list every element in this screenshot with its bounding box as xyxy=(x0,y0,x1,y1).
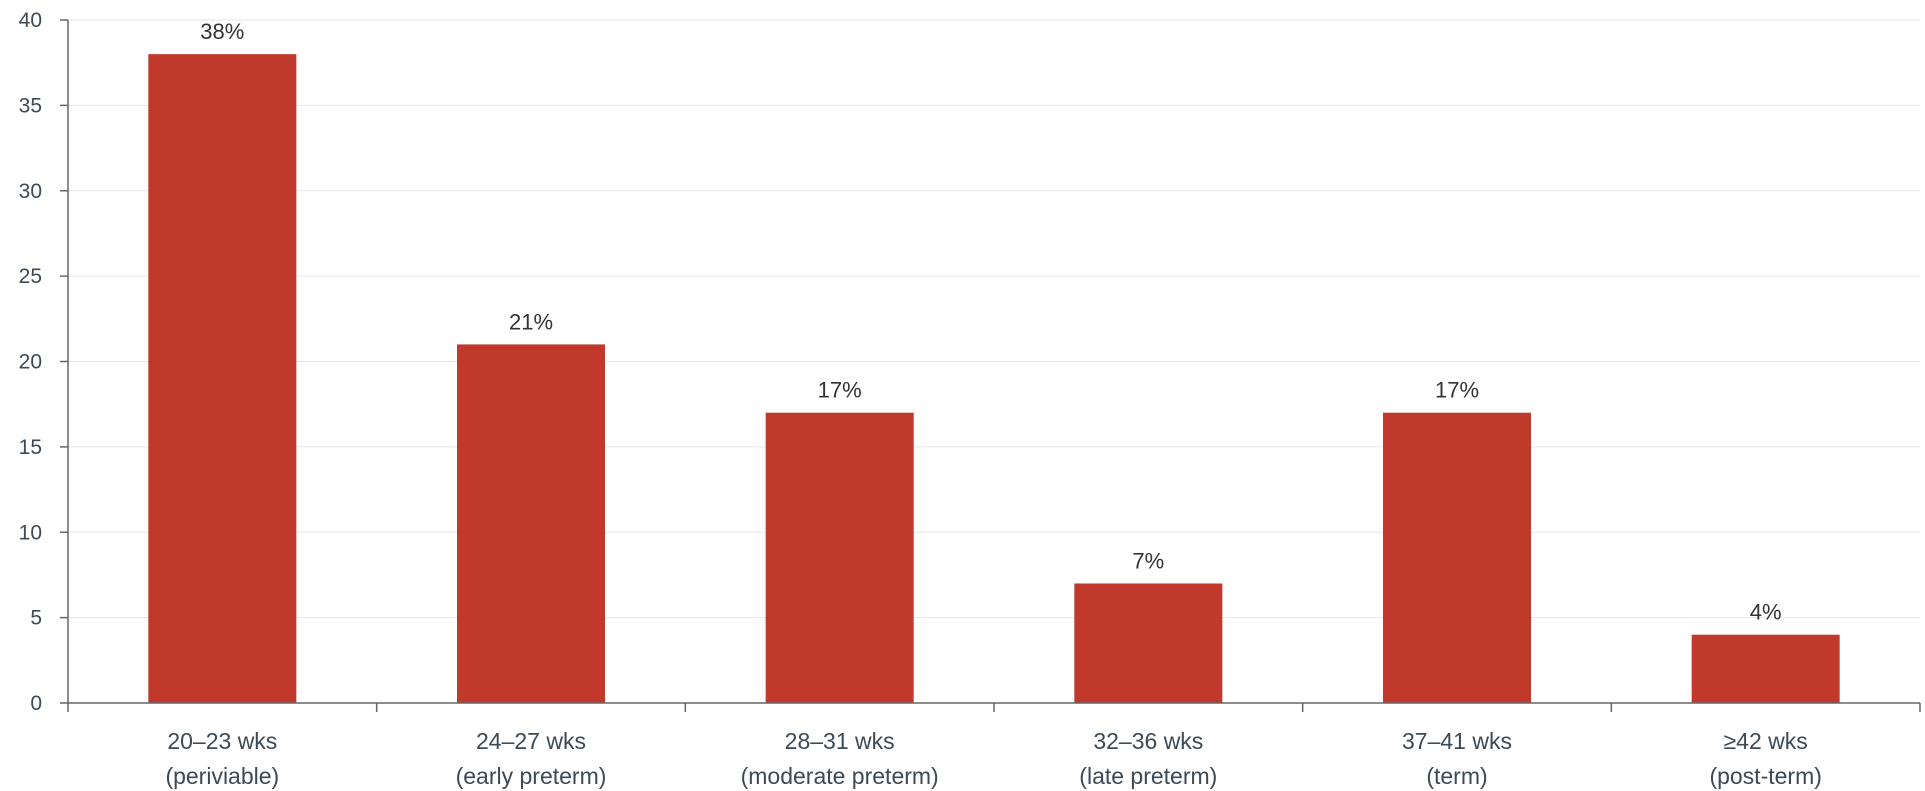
x-tick-label-4-line-1: (term) xyxy=(1426,763,1487,789)
data-label-0: 38% xyxy=(200,19,244,44)
y-tick-label-35: 35 xyxy=(19,94,42,117)
bar-1 xyxy=(457,344,605,703)
data-label-5: 4% xyxy=(1750,600,1782,625)
x-tick-label-1-line-1: (early preterm) xyxy=(456,763,607,789)
x-tick-label-0-line-0: 20–23 wks xyxy=(167,728,277,754)
data-label-4: 17% xyxy=(1435,378,1479,403)
bar-5 xyxy=(1691,634,1840,703)
y-tick-label-20: 20 xyxy=(19,351,42,374)
x-tick-label-2-line-1: (moderate preterm) xyxy=(741,763,939,789)
x-tick-label-5-line-0: ≥42 wks xyxy=(1724,728,1808,754)
x-tick-label-1-line-0: 24–27 wks xyxy=(476,728,586,754)
y-tick-label-25: 25 xyxy=(19,265,42,288)
x-tick-label-2-line-0: 28–31 wks xyxy=(785,728,895,754)
y-tick-label-10: 10 xyxy=(19,521,42,544)
y-tick-label-0: 0 xyxy=(30,692,42,715)
x-tick-label-5-line-1: (post-term) xyxy=(1709,763,1821,789)
data-label-2: 17% xyxy=(818,378,862,403)
y-tick-label-30: 30 xyxy=(19,180,42,203)
bar-0 xyxy=(148,54,297,703)
bars xyxy=(148,54,1840,703)
bar-2 xyxy=(765,412,914,703)
data-label-1: 21% xyxy=(509,309,553,334)
x-tick-label-3-line-1: (late preterm) xyxy=(1079,763,1217,789)
bar-3 xyxy=(1074,583,1223,703)
y-axis-ticks: 0 5 10 15 20 25 30 35 40 xyxy=(19,9,68,715)
gridlines xyxy=(68,19,1920,619)
data-label-3: 7% xyxy=(1132,548,1164,573)
y-tick-label-40: 40 xyxy=(19,9,42,32)
y-tick-label-5: 5 xyxy=(30,607,42,630)
x-tick-label-0-line-1: (periviable) xyxy=(165,763,279,789)
y-tick-label-15: 15 xyxy=(19,436,42,459)
x-axis-ticks: 20–23 wks (periviable) 24–27 wks (early pre… xyxy=(67,703,1921,789)
x-tick-label-4-line-0: 37–41 wks xyxy=(1402,728,1512,754)
data-labels: 38% 21% 17% 7% 17% 4% xyxy=(200,19,1781,625)
x-tick-label-3-line-0: 32–36 wks xyxy=(1093,728,1203,754)
bar-4 xyxy=(1383,412,1531,703)
